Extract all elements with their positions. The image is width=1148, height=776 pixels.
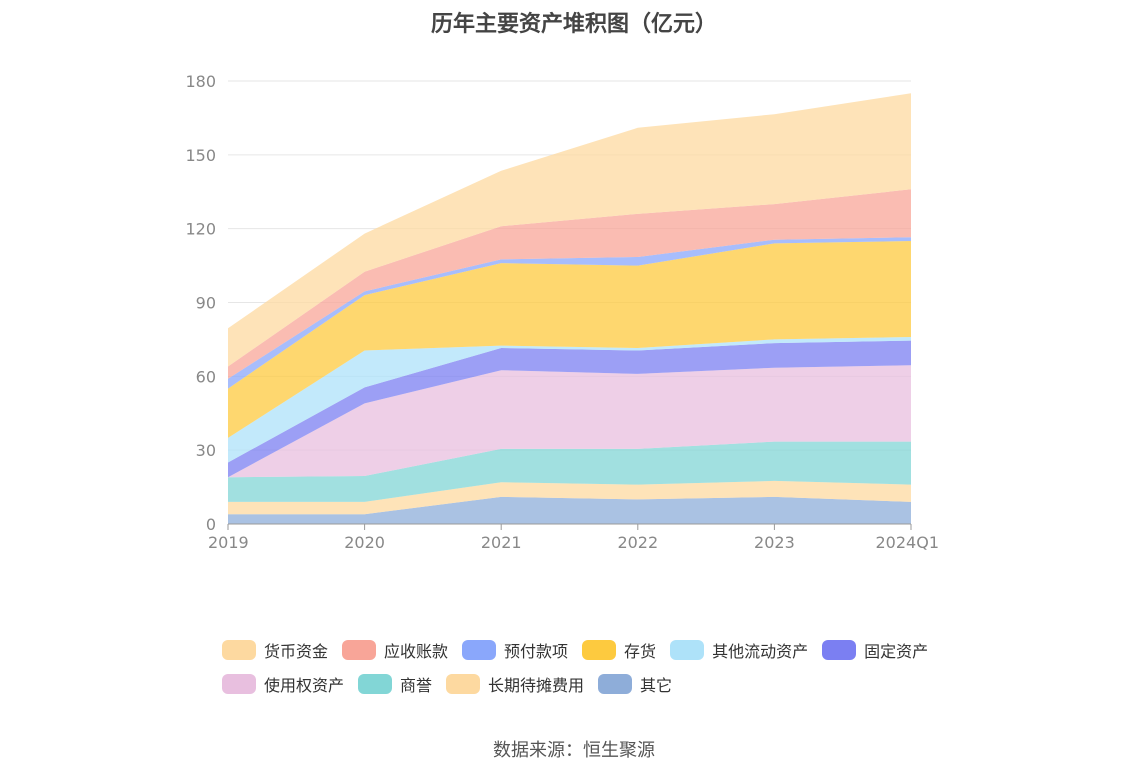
legend-item-receivables[interactable]: 应收账款 bbox=[342, 638, 448, 662]
legend-label: 长期待摊费用 bbox=[488, 676, 585, 695]
legend-swatch bbox=[342, 640, 377, 660]
area-series bbox=[228, 93, 911, 524]
y-tick-label: 120 bbox=[185, 220, 216, 239]
legend-swatch bbox=[358, 674, 393, 694]
legend-label: 货币资金 bbox=[264, 642, 329, 661]
legend-swatch bbox=[222, 674, 256, 694]
legend-swatch bbox=[822, 640, 857, 660]
legend-item-inventory[interactable]: 存货 bbox=[582, 638, 656, 662]
legend-label: 其它 bbox=[640, 676, 673, 695]
legend-item-right-of-use-assets[interactable]: 使用权资产 bbox=[222, 672, 344, 696]
legend-item-long-term-prepaid[interactable]: 长期待摊费用 bbox=[446, 672, 584, 696]
legend-swatch bbox=[462, 640, 497, 660]
x-tick-label: 2023 bbox=[754, 533, 795, 552]
legend-item-cash[interactable]: 货币资金 bbox=[222, 638, 328, 662]
legend-swatch bbox=[222, 640, 256, 660]
y-tick-label: 90 bbox=[196, 294, 216, 313]
area-series-4[interactable] bbox=[228, 340, 911, 478]
area-series-1[interactable] bbox=[228, 480, 911, 515]
x-tick-label: 2022 bbox=[617, 533, 658, 552]
y-tick-label: 150 bbox=[185, 146, 216, 165]
legend-item-other-current-assets[interactable]: 其他流动资产 bbox=[670, 638, 808, 662]
y-tick-label: 180 bbox=[185, 72, 216, 91]
y-tick-label: 60 bbox=[196, 367, 216, 386]
legend-swatch bbox=[670, 640, 705, 660]
legend-label: 预付款项 bbox=[504, 642, 569, 661]
legend-label: 应收账款 bbox=[384, 642, 449, 661]
x-tick-label: 2024Q1 bbox=[876, 533, 940, 552]
axes: 0 30 60 90 120 150 180 2019 2020 2021 2022 2023 2024… bbox=[185, 72, 939, 552]
x-tick-label: 2019 bbox=[208, 533, 249, 552]
y-tick-label: 0 bbox=[206, 515, 216, 534]
area-series-0[interactable] bbox=[228, 496, 911, 524]
stacked-area-chart: 0 30 60 90 120 150 180 2019 2020 2021 2022 2023 2024… bbox=[185, 72, 939, 552]
x-tick-label: 2020 bbox=[344, 533, 385, 552]
legend-item-goodwill[interactable]: 商誉 bbox=[358, 672, 432, 696]
legend-swatch bbox=[582, 640, 617, 660]
area-series-6[interactable] bbox=[228, 241, 911, 438]
legend-label: 使用权资产 bbox=[264, 676, 345, 695]
legend-swatch bbox=[446, 674, 481, 694]
legend-label: 商誉 bbox=[400, 676, 433, 695]
legend-item-fixed-assets[interactable]: 固定资产 bbox=[822, 638, 928, 662]
legend: 货币资金 应收账款 预付款项 存货 其他流动资产 固定资产 使用权资产 商誉 长… bbox=[222, 638, 982, 696]
area-series-3[interactable] bbox=[228, 365, 911, 478]
x-tick-label: 2021 bbox=[481, 533, 522, 552]
area-series-9[interactable] bbox=[228, 93, 911, 367]
legend-label: 存货 bbox=[624, 642, 657, 661]
legend-item-other[interactable]: 其它 bbox=[598, 672, 672, 696]
legend-swatch bbox=[598, 674, 633, 694]
legend-label: 固定资产 bbox=[864, 642, 929, 661]
legend-label: 其他流动资产 bbox=[712, 642, 809, 661]
legend-item-prepayments[interactable]: 预付款项 bbox=[462, 638, 568, 662]
y-tick-label: 30 bbox=[196, 441, 216, 460]
area-series-5[interactable] bbox=[228, 337, 911, 463]
data-source: 数据来源：恒生聚源 bbox=[493, 740, 655, 761]
chart-title: 历年主要资产堆积图（亿元） bbox=[430, 12, 717, 37]
area-series-8[interactable] bbox=[228, 189, 911, 379]
area-series-2[interactable] bbox=[228, 441, 911, 502]
